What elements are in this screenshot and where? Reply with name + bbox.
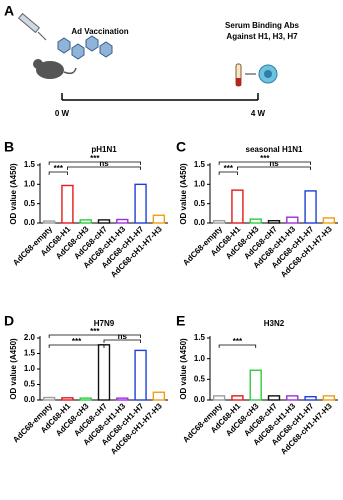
annotation: Serum Binding Abs — [225, 21, 299, 30]
virus-icons — [57, 35, 113, 60]
significance-label: ns — [99, 159, 109, 168]
chart-title: seasonal H1N1 — [246, 145, 303, 154]
y-tick-label: 1.5 — [24, 349, 36, 358]
panel-label: E — [176, 313, 185, 329]
significance-label: *** — [54, 164, 64, 173]
bar — [212, 219, 226, 224]
y-tick-label: 1.0 — [24, 179, 36, 188]
bar — [152, 214, 166, 224]
bar — [97, 344, 111, 401]
significance-label: *** — [224, 164, 234, 173]
bar — [249, 369, 262, 401]
bar — [79, 397, 92, 401]
chart-title: H7N9 — [94, 319, 115, 328]
bar — [322, 395, 336, 401]
y-tick-label: 2.0 — [24, 333, 36, 342]
significance-label: *** — [90, 154, 100, 163]
y-axis-label: OD value (A450) — [9, 163, 18, 225]
bar — [231, 189, 244, 224]
y-tick-label: 0.5 — [24, 380, 36, 389]
annotation: Against H1, H3, H7 — [226, 32, 298, 41]
significance-label: *** — [260, 154, 270, 163]
y-tick-label: 0.5 — [194, 374, 206, 383]
y-tick-label: 1.0 — [194, 354, 206, 363]
bar — [267, 219, 281, 224]
timepoint: 4 W — [251, 109, 266, 118]
y-tick-label: 0.5 — [194, 199, 206, 208]
bar — [42, 396, 56, 401]
bar — [97, 219, 111, 224]
chart-title: pH1N1 — [91, 145, 117, 154]
bar — [286, 216, 299, 224]
significance-label: *** — [72, 337, 82, 346]
y-tick-label: 0.0 — [194, 395, 206, 404]
bar — [304, 190, 317, 224]
mouse-icon — [33, 59, 77, 79]
y-tick-label: 1.5 — [24, 160, 36, 169]
significance-label: ns — [118, 332, 128, 341]
significance-bracket — [218, 344, 257, 348]
y-axis-label: OD value (A450) — [179, 163, 188, 225]
panel-label: B — [4, 139, 14, 155]
bar — [231, 395, 244, 401]
significance-bracket — [218, 161, 311, 165]
bar — [116, 218, 129, 224]
significance-bracket — [48, 334, 141, 338]
annotation: Ad Vaccination — [71, 27, 128, 36]
significance-bracket — [103, 339, 141, 343]
bar — [286, 395, 299, 401]
bar — [61, 184, 74, 224]
bar — [267, 395, 281, 401]
bar — [304, 395, 317, 401]
bar — [134, 183, 147, 224]
bar — [249, 218, 262, 224]
significance-bracket — [67, 166, 141, 170]
significance-bracket — [237, 166, 311, 170]
chart-title: H3N2 — [264, 319, 285, 328]
timepoint: 0 W — [55, 109, 70, 118]
y-tick-label: 0.5 — [24, 199, 36, 208]
significance-label: ns — [269, 159, 279, 168]
y-axis-label: OD value (A450) — [179, 338, 188, 400]
significance-bracket — [48, 171, 68, 175]
bar — [152, 391, 166, 401]
bar — [116, 397, 129, 401]
y-axis-label: OD value (A450) — [9, 338, 18, 400]
bar — [42, 220, 56, 224]
y-tick-label: 1.0 — [24, 364, 36, 373]
bar — [61, 397, 74, 401]
y-tick-label: 1.5 — [194, 333, 206, 342]
y-tick-label: 0.0 — [24, 395, 36, 404]
significance-bracket — [48, 344, 105, 348]
syringe-icon — [17, 12, 47, 41]
y-tick-label: 1.0 — [194, 179, 206, 188]
bar — [134, 349, 147, 401]
bar — [79, 219, 92, 224]
significance-bracket — [218, 171, 238, 175]
bar — [322, 217, 336, 224]
panel-label: A — [4, 3, 14, 19]
panel-label: C — [176, 139, 186, 155]
y-tick-label: 1.5 — [194, 160, 206, 169]
y-tick-label: 0.0 — [24, 218, 36, 227]
significance-bracket — [48, 161, 141, 165]
panel-label: D — [4, 313, 14, 329]
bar — [212, 395, 226, 401]
tube-cell-icon — [235, 63, 278, 87]
significance-label: *** — [90, 327, 100, 336]
significance-label: *** — [233, 337, 243, 346]
y-tick-label: 0.0 — [194, 218, 206, 227]
